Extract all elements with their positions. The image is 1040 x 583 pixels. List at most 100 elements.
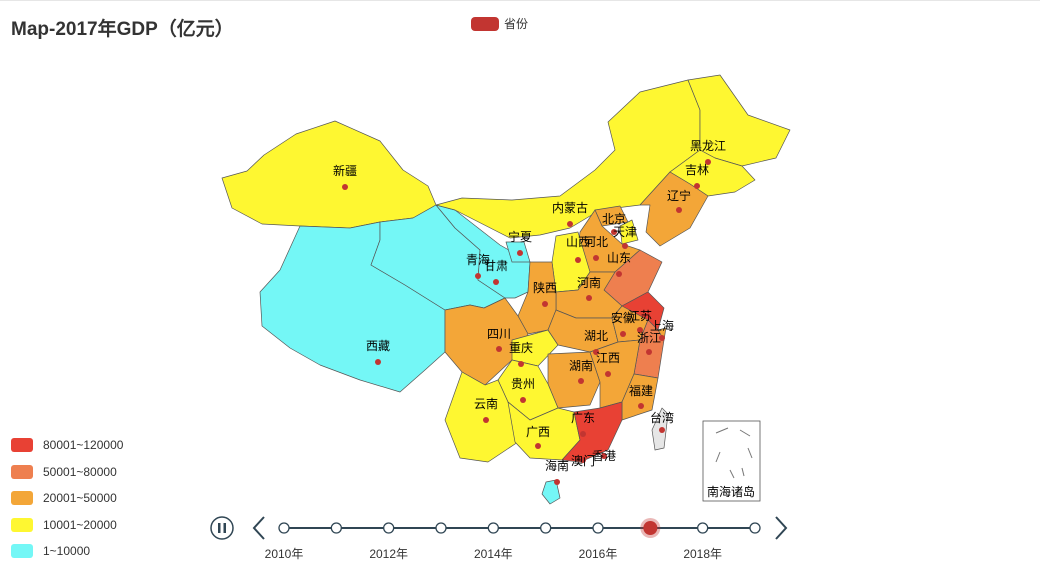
region-marker: [705, 159, 711, 165]
region-福建[interactable]: [621, 373, 659, 421]
region-label: 河南: [577, 275, 601, 290]
inset-island-mark: [715, 451, 721, 463]
region-marker: [493, 279, 499, 285]
timeline-point[interactable]: [435, 522, 447, 534]
region-label: 澳门: [571, 453, 595, 468]
region-label: 江西: [596, 351, 620, 365]
pause-icon: [218, 523, 221, 533]
region-label: 福建: [629, 383, 653, 398]
visual-map-swatch: [11, 544, 33, 559]
region-label: 香港: [592, 449, 616, 463]
region-label: 陕西: [533, 280, 557, 295]
visual-map-swatch: [11, 464, 33, 479]
region-四川[interactable]: [444, 297, 529, 386]
region-新疆[interactable]: [221, 120, 437, 229]
region-marker: [593, 255, 599, 261]
region-marker: [520, 397, 526, 403]
timeline-point[interactable]: [749, 522, 761, 534]
region-label: 黑龙江: [690, 139, 726, 153]
region-黑龙江[interactable]: [687, 74, 791, 167]
region-广东[interactable]: [561, 401, 623, 463]
visual-map-label: 1~10000: [43, 544, 91, 559]
region-江苏[interactable]: [621, 291, 665, 331]
timeline-point[interactable]: [487, 522, 499, 534]
visual-map: 80001~120000 50001~80000 20001~50000 100…: [11, 432, 123, 565]
region-甘肃[interactable]: [435, 204, 531, 299]
pause-button[interactable]: [210, 516, 234, 540]
region-marker: [535, 443, 541, 449]
legend-label: 省份: [504, 17, 529, 31]
region-label: 安徽: [611, 310, 635, 325]
top-divider: [0, 0, 1040, 1]
region-marker: [676, 207, 682, 213]
timeline-point[interactable]: [697, 522, 709, 534]
visual-map-label: 50001~80000: [43, 464, 117, 479]
region-marker: [517, 250, 523, 256]
timeline-point[interactable]: [278, 522, 290, 534]
region-marker: [580, 457, 586, 463]
visual-map-item[interactable]: 50001~80000: [11, 459, 123, 486]
inset-frame: [702, 420, 761, 502]
visual-map-swatch: [11, 517, 33, 532]
region-label: 吉林: [685, 163, 709, 177]
region-label: 天津: [613, 225, 637, 239]
timeline-label[interactable]: 2012年: [369, 547, 408, 561]
region-marker: [611, 229, 617, 235]
region-marker: [496, 346, 502, 352]
region-label: 上海: [650, 318, 674, 333]
timeline-point[interactable]: [330, 522, 342, 534]
region-label: 台湾: [650, 410, 674, 425]
region-label: 云南: [474, 396, 498, 411]
visual-map-label: 20001~50000: [43, 491, 117, 506]
region-marker: [375, 359, 381, 365]
series-legend[interactable]: 省份: [471, 15, 528, 32]
timeline-point[interactable]: [383, 522, 395, 534]
region-label: 青海: [466, 252, 490, 267]
inset-label: 南海诸岛: [707, 484, 755, 499]
timeline-label[interactable]: 2018年: [683, 547, 722, 561]
region-marker: [620, 331, 626, 337]
timeline-current-point[interactable]: [643, 521, 658, 535]
inset-island-mark: [715, 427, 729, 434]
legend-swatch: [471, 16, 499, 31]
visual-map-item[interactable]: 10001~20000: [11, 512, 123, 539]
region-label: 广西: [526, 425, 550, 439]
region-label: 贵州: [511, 377, 535, 391]
timeline-point[interactable]: [592, 522, 604, 534]
region-marker: [554, 479, 560, 485]
visual-map-item[interactable]: 20001~50000: [11, 485, 123, 512]
region-marker: [659, 335, 665, 341]
chart-title: Map-2017年GDP（亿元）: [11, 19, 234, 40]
region-label: 湖北: [584, 328, 608, 343]
region-label: 新疆: [333, 163, 357, 178]
region-marker: [638, 403, 644, 409]
region-marker: [475, 273, 481, 279]
timeline-point[interactable]: [540, 522, 552, 534]
next-arrow-icon[interactable]: [775, 516, 788, 540]
timeline: 2010年 2012年 2014年 2016年 2018年: [210, 516, 788, 561]
region-label: 山西: [566, 235, 590, 249]
visual-map-swatch: [11, 491, 33, 506]
timeline-label[interactable]: 2010年: [265, 547, 304, 561]
visual-map-swatch: [11, 438, 33, 453]
timeline-label[interactable]: 2016年: [579, 547, 618, 561]
region-label: 北京: [602, 212, 626, 226]
region-marker: [575, 257, 581, 263]
region-海南[interactable]: [541, 479, 561, 505]
region-marker: [567, 221, 573, 227]
region-label: 宁夏: [508, 229, 532, 244]
region-label: 湖南: [569, 358, 593, 373]
region-marker: [342, 184, 348, 190]
region-天津[interactable]: [619, 219, 639, 245]
visual-map-label: 80001~120000: [43, 438, 124, 453]
prev-arrow-icon[interactable]: [252, 516, 265, 540]
region-label: 辽宁: [667, 188, 691, 203]
region-marker: [518, 361, 524, 367]
timeline-label[interactable]: 2014年: [474, 547, 513, 561]
region-marker: [622, 243, 628, 249]
region-marker: [637, 327, 643, 333]
visual-map-item[interactable]: 80001~120000: [11, 432, 123, 459]
south-china-sea-inset: 南海诸岛: [702, 420, 761, 502]
visual-map-item[interactable]: 1~10000: [11, 538, 123, 565]
